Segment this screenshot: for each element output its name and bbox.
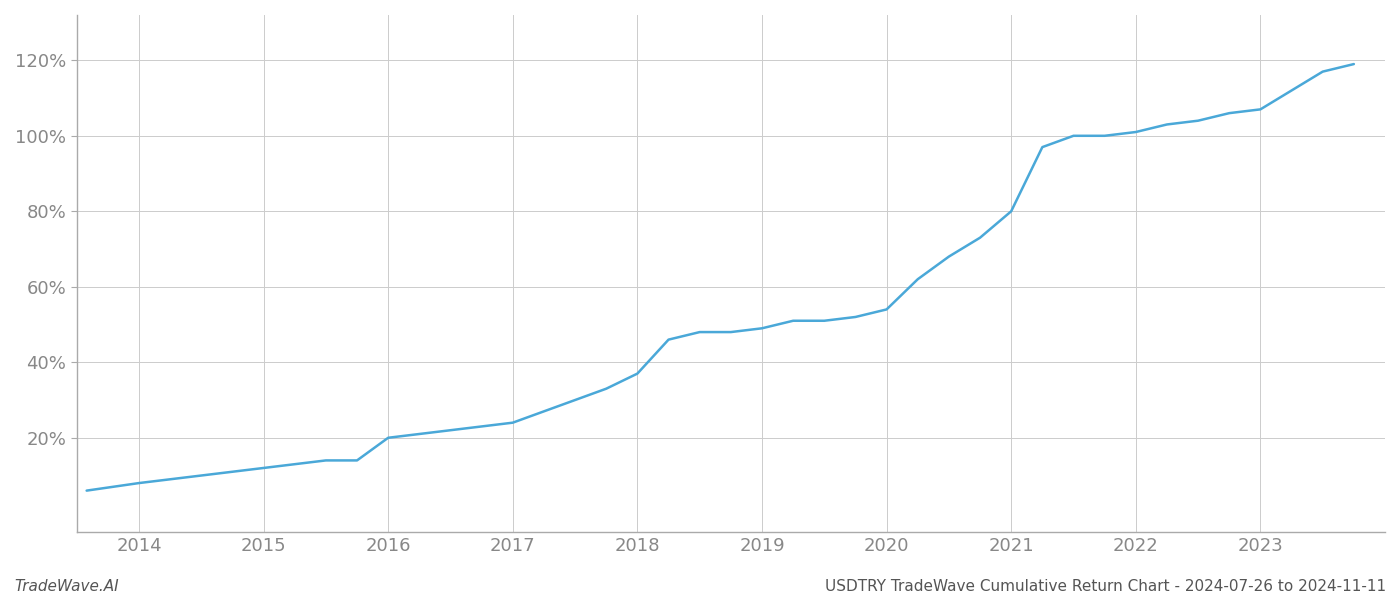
Text: USDTRY TradeWave Cumulative Return Chart - 2024-07-26 to 2024-11-11: USDTRY TradeWave Cumulative Return Chart… [825, 579, 1386, 594]
Text: TradeWave.AI: TradeWave.AI [14, 579, 119, 594]
